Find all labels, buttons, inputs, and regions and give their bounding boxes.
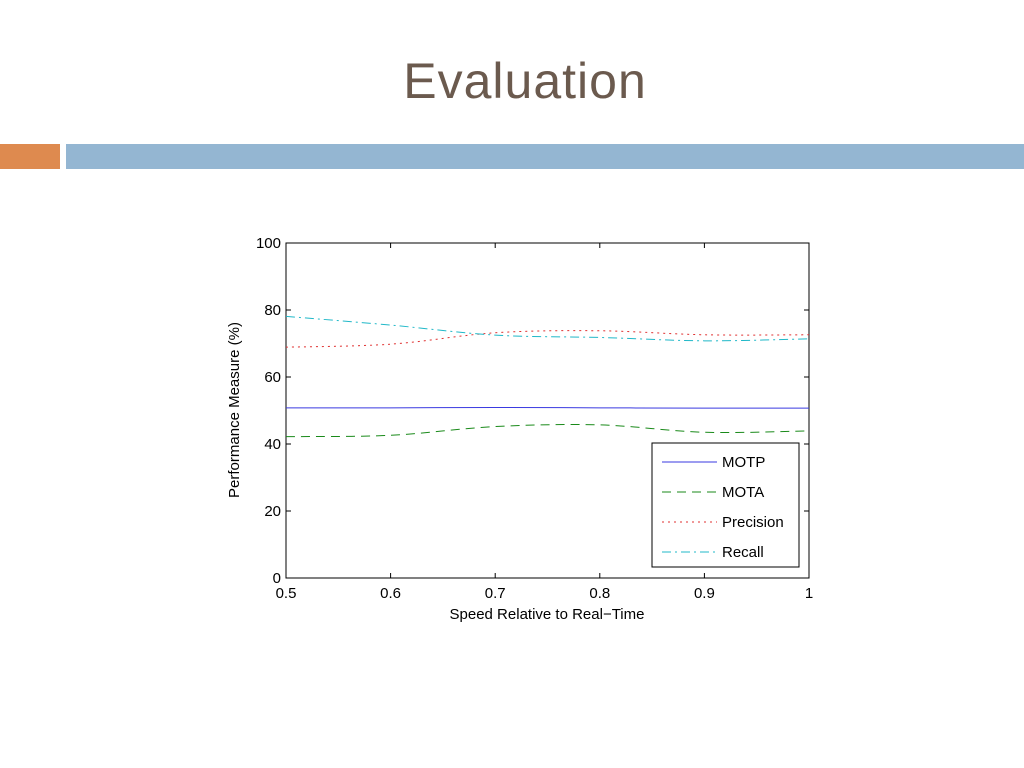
y-tick-label: 20 <box>264 503 281 520</box>
legend-label-motp: MOTP <box>722 454 765 471</box>
legend: MOTP MOTA Precision Recall <box>651 442 800 568</box>
y-axis-label: Performance Measure (%) <box>226 322 243 498</box>
y-tick-label: 80 <box>264 302 281 319</box>
x-axis: 0.5 0.6 0.7 0.8 0.9 1 <box>276 243 813 602</box>
x-axis-label: Speed Relative to Real−Time <box>450 606 645 623</box>
x-tick-label: 0.6 <box>380 585 401 602</box>
legend-label-precision: Precision <box>722 514 784 531</box>
y-tick-label: 40 <box>264 436 281 453</box>
series-lines <box>285 315 810 438</box>
x-tick-label: 0.8 <box>589 585 610 602</box>
x-tick-label: 0.5 <box>276 585 297 602</box>
y-tick-label: 0 <box>273 570 281 587</box>
series-line-recall <box>285 315 810 342</box>
series-line-mota <box>285 424 810 438</box>
series-line-motp <box>285 406 810 409</box>
header-accent-bar-blue <box>66 144 1024 169</box>
header-accent-bar-orange <box>0 144 60 169</box>
slide-title: Evaluation <box>403 53 647 109</box>
legend-label-mota: MOTA <box>722 484 764 501</box>
y-tick-label: 100 <box>256 235 281 252</box>
legend-label-recall: Recall <box>722 544 764 561</box>
x-tick-label: 0.9 <box>694 585 715 602</box>
y-tick-label: 60 <box>264 369 281 386</box>
x-tick-label: 1 <box>805 585 813 602</box>
legend-box <box>651 442 800 568</box>
y-axis: 0 20 40 60 80 100 <box>256 235 809 587</box>
x-tick-label: 0.7 <box>485 585 506 602</box>
